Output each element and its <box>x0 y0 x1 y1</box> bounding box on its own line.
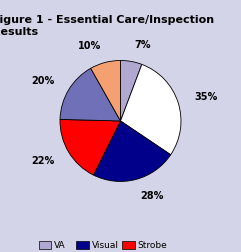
Text: 20%: 20% <box>31 76 54 86</box>
Text: 10%: 10% <box>78 41 101 51</box>
Wedge shape <box>60 119 120 175</box>
Wedge shape <box>120 64 181 155</box>
Text: Figure 1 - Essential Care/Inspection
Results: Figure 1 - Essential Care/Inspection Res… <box>0 15 214 37</box>
Wedge shape <box>94 121 171 181</box>
Wedge shape <box>60 68 120 121</box>
Text: 35%: 35% <box>194 92 217 102</box>
Wedge shape <box>91 60 120 121</box>
Text: 7%: 7% <box>134 40 151 50</box>
Text: 22%: 22% <box>31 156 54 166</box>
Wedge shape <box>120 60 142 121</box>
Legend: VA, Feel, Visual, IR, Strobe, Intensive light: VA, Feel, Visual, IR, Strobe, Intensive … <box>37 239 204 252</box>
Text: 28%: 28% <box>140 191 164 201</box>
